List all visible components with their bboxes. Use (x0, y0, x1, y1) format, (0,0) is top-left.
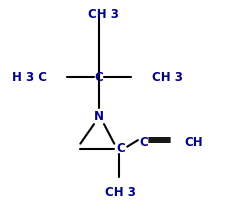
Text: CH 3: CH 3 (88, 8, 119, 21)
Text: CH: CH (185, 136, 203, 149)
Text: N: N (94, 110, 104, 123)
Text: CH 3: CH 3 (152, 71, 183, 84)
Text: H 3 C: H 3 C (12, 71, 47, 84)
Text: C: C (116, 142, 125, 155)
Text: CH 3: CH 3 (105, 186, 136, 199)
Text: C: C (95, 71, 103, 84)
Text: C: C (139, 136, 148, 149)
